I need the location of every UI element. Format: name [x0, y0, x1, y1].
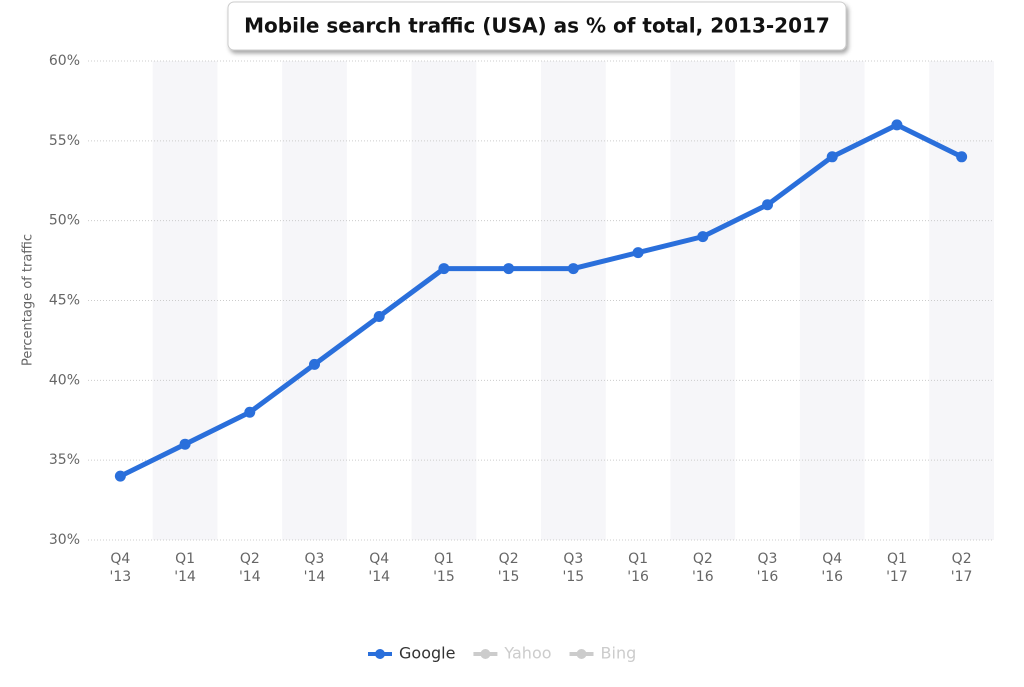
chart-title: Mobile search traffic (USA) as % of tota… — [244, 14, 830, 38]
x-tick-label: '14 — [304, 569, 326, 585]
point — [567, 263, 579, 275]
x-tick-label: '14 — [174, 569, 196, 585]
x-tick-label: Q3 — [305, 551, 325, 567]
legend-label[interactable]: Google — [399, 644, 455, 663]
title-box — [227, 1, 847, 51]
y-tick-label: 40% — [49, 372, 80, 388]
legend-symbol — [480, 649, 491, 659]
legend-symbol — [375, 649, 385, 659]
point — [179, 438, 191, 450]
x-tick-label: Q1 — [434, 551, 454, 567]
point — [244, 406, 256, 418]
point — [762, 199, 773, 211]
y-tick-label: 55% — [49, 133, 80, 149]
x-tick-label: Q3 — [563, 551, 583, 567]
legend-symbol — [576, 649, 587, 659]
category-band — [411, 61, 477, 540]
y-axis-label: Percentage of traffic — [21, 234, 36, 366]
point — [503, 263, 515, 275]
y-tick-label: 45% — [49, 293, 80, 309]
x-tick-label: '15 — [433, 569, 455, 585]
x-tick-label: '16 — [692, 569, 714, 585]
y-tick-label: 30% — [49, 532, 80, 548]
x-tick-label: '14 — [239, 569, 261, 585]
point — [309, 358, 320, 370]
y-tick-label: 35% — [49, 452, 80, 468]
x-tick-label: Q1 — [887, 551, 907, 567]
category-band — [670, 61, 736, 540]
x-tick-label: Q4 — [369, 551, 389, 567]
x-tick-label: Q1 — [175, 551, 195, 567]
point — [373, 310, 385, 322]
legend-label[interactable]: Bing — [601, 644, 637, 663]
x-tick-label: '15 — [563, 569, 585, 585]
point — [632, 247, 644, 259]
x-tick-label: Q2 — [952, 551, 972, 567]
x-tick-label: '17 — [886, 569, 908, 585]
x-tick-label: Q4 — [822, 551, 842, 567]
x-tick-label: Q1 — [628, 551, 648, 567]
x-tick-label: Q2 — [240, 551, 260, 567]
x-tick-label: Q2 — [499, 551, 519, 567]
x-tick-label: Q3 — [758, 551, 778, 567]
category-band — [152, 61, 218, 540]
point — [114, 470, 126, 482]
line — [119, 122, 963, 479]
x-tick-label: Q2 — [693, 551, 713, 567]
y-tick-label: 50% — [49, 213, 80, 229]
x-tick-label: Q4 — [110, 551, 130, 567]
x-tick-label: '16 — [821, 569, 843, 585]
x-tick-label: '17 — [951, 569, 973, 585]
x-tick-label: '16 — [627, 569, 649, 585]
point — [891, 119, 903, 131]
x-tick-label: '13 — [110, 569, 132, 585]
point — [438, 263, 450, 275]
point — [956, 151, 968, 163]
x-tick-label: '15 — [498, 569, 520, 585]
x-tick-label: '16 — [757, 569, 779, 585]
category-band — [541, 61, 606, 540]
x-tick-label: '14 — [368, 569, 390, 585]
point — [826, 151, 838, 163]
point — [697, 231, 709, 243]
legend-label[interactable]: Yahoo — [503, 644, 551, 663]
y-tick-label: 60% — [49, 53, 80, 69]
